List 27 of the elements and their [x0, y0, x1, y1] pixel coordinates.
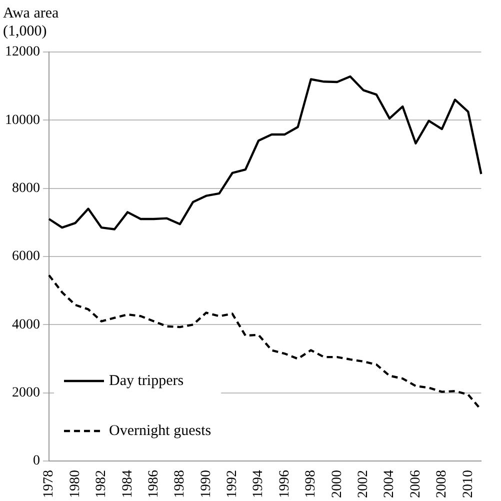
- x-tick-label: 1984: [120, 470, 136, 498]
- y-tick-label: 0: [33, 454, 40, 469]
- y-tick-label: 6000: [12, 249, 40, 264]
- y-tick-label: 4000: [12, 317, 40, 332]
- legend-label: Day trippers: [109, 372, 184, 389]
- y-axis-title: Awa area (1,000): [3, 5, 60, 40]
- x-tick-label: 2010: [460, 470, 476, 498]
- x-tick-label: 1988: [172, 470, 188, 498]
- x-tick-label: 1992: [225, 470, 240, 498]
- legend-label: Overnight guests: [109, 422, 212, 439]
- x-tick-label: 1990: [198, 470, 214, 498]
- x-tick-label: 2002: [356, 470, 371, 498]
- x-tick-label: 1978: [42, 470, 57, 498]
- x-tick-label: 1998: [304, 470, 319, 498]
- x-tick-label: 1986: [146, 470, 162, 498]
- x-tick-label: 2004: [382, 470, 398, 498]
- x-tick-label: 1994: [251, 470, 266, 498]
- x-tick-label: 1980: [68, 470, 83, 498]
- x-tick-label: 2008: [434, 470, 450, 498]
- y-tick-label: 8000: [12, 181, 40, 196]
- y-tick-label: 2000: [12, 386, 40, 401]
- y-tick-label: 10000: [5, 112, 40, 128]
- x-tick-label: 1982: [94, 470, 110, 498]
- x-tick-label: 1996: [277, 470, 292, 498]
- x-tick-label: 2006: [408, 470, 424, 498]
- y-tick-label: 12000: [5, 44, 40, 60]
- x-tick-label: 2000: [330, 470, 345, 498]
